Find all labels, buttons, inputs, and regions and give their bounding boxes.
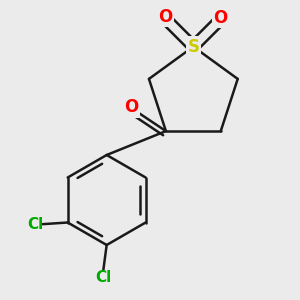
- Text: Cl: Cl: [27, 217, 44, 232]
- Text: O: O: [158, 8, 172, 26]
- Text: O: O: [214, 9, 228, 27]
- Text: Cl: Cl: [95, 270, 112, 285]
- Text: O: O: [124, 98, 138, 116]
- Text: S: S: [187, 38, 199, 56]
